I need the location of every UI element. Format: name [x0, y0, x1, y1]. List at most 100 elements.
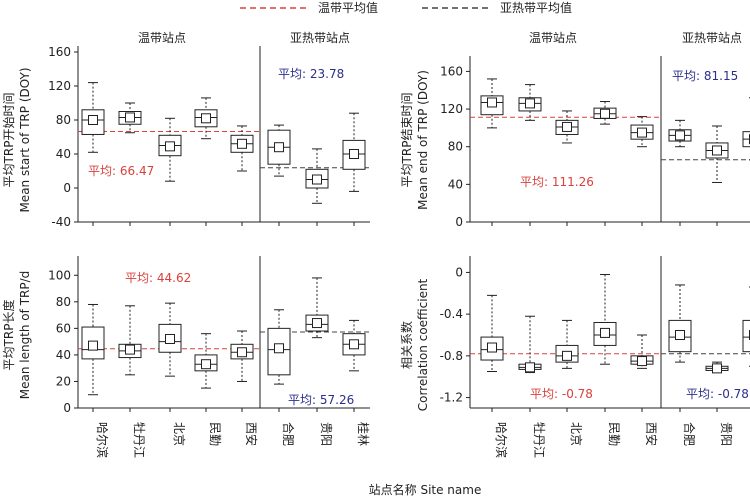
y-tick-label: 80	[448, 140, 463, 154]
legend-subtropical-label: 亚热带平均值	[500, 0, 572, 15]
box-贵阳	[305, 277, 329, 339]
panel-a-ylabel-en: Mean start of TRP (DOY)	[18, 67, 32, 212]
temperate-mean-label: 平均: 44.62	[125, 271, 191, 285]
box-贵阳	[305, 148, 329, 204]
legend-temperate-label: 温带平均值	[318, 0, 378, 15]
box-桂林	[742, 97, 750, 161]
panel-d-ylabel-en: Correlation coefficient	[416, 278, 430, 411]
panel-d-correlation: -1.2 -0.8 -0.4 0 平均: -0.78 平均: -0.78	[440, 256, 750, 412]
mean-marker	[712, 363, 722, 374]
box-北京	[555, 110, 579, 144]
box-北京	[158, 117, 182, 182]
panel-a-ylabel: 平均TRP开始时间 Mean start of TRP (DOY)	[2, 67, 32, 212]
site-label: 西安	[244, 422, 259, 446]
box-合肥	[668, 119, 692, 148]
box-合肥	[668, 284, 692, 363]
panel-c-ylabel-cn: 平均TRP长度	[1, 300, 16, 371]
site-label: 西安	[644, 422, 659, 446]
site-label: 桂林	[356, 422, 371, 446]
box-桂林	[342, 319, 366, 372]
panel-a-group-temperate: 温带站点	[138, 31, 186, 45]
mean-marker	[165, 333, 175, 344]
box-民勤	[593, 274, 617, 365]
box-合肥	[267, 309, 291, 385]
site-label: 合肥	[682, 422, 697, 446]
y-tick-label: 20	[56, 374, 71, 388]
box-北京	[555, 319, 579, 369]
box-哈尔滨	[480, 78, 504, 129]
panel-d-ylabel-cn: 相关系数	[399, 321, 414, 369]
y-tick-label: 0	[455, 265, 463, 279]
box-西安	[230, 125, 254, 172]
subtropical-mean-label: 平均: 57.26	[288, 393, 354, 407]
mean-marker	[600, 108, 610, 119]
y-tick-label: 160	[48, 45, 71, 59]
mean-marker	[675, 330, 685, 340]
y-tick-label: 0	[63, 401, 71, 415]
y-tick-label: 0	[455, 215, 463, 229]
box-西安	[230, 330, 254, 382]
subtropical-mean-label: 平均: -0.78	[686, 387, 749, 401]
mean-marker	[201, 113, 211, 124]
box-桂林	[342, 112, 366, 192]
panel-b-end-of-trp: 0 40 80 120 160 平均: 111.26 平均: 81.15	[440, 56, 750, 229]
box-合肥	[267, 124, 291, 177]
panel-d-ylabel: 相关系数 Correlation coefficient	[399, 278, 430, 411]
y-tick-label: 80	[56, 295, 71, 309]
mean-marker	[487, 342, 497, 353]
iqr-box	[742, 319, 750, 353]
mean-marker	[201, 359, 211, 370]
mean-marker	[237, 347, 247, 358]
panel-c-ylabel-en: Mean length of TRP/d	[18, 271, 32, 400]
mean-marker	[637, 127, 647, 138]
mean-marker	[712, 145, 722, 156]
mean-marker	[274, 343, 284, 354]
subtropical-mean-label: 平均: 23.78	[278, 67, 344, 81]
panel-a-group-subtropical: 亚热带站点	[290, 31, 350, 45]
panel-b-ylabel-en: Mean end of TRP (DOY)	[416, 70, 430, 210]
panel-a-start-of-trp: -40 0 40 80 120 160 平均: 66.47 平均: 23.78	[48, 45, 370, 229]
y-tick-label: -0.8	[440, 349, 463, 363]
site-label: 北京	[172, 422, 186, 446]
mean-marker	[88, 340, 98, 351]
box-贵阳	[705, 125, 729, 183]
x-axis-title: 站点名称 Site name	[369, 482, 482, 497]
y-tick-label: -40	[51, 215, 71, 229]
mean-marker	[312, 174, 322, 185]
panel-b-group-temperate: 温带站点	[529, 31, 577, 45]
panel-c-ylabel: 平均TRP长度 Mean length of TRP/d	[1, 271, 32, 400]
legend: 温带平均值 亚热带平均值	[240, 0, 572, 15]
site-label: 合肥	[281, 422, 296, 446]
panel-a-ylabel-cn: 平均TRP开始时间	[2, 93, 16, 188]
site-label: 北京	[569, 422, 583, 446]
mean-marker	[349, 149, 359, 159]
y-tick-label: -0.4	[440, 307, 463, 321]
temperate-mean-label: 平均: 66.47	[88, 164, 154, 178]
box-牡丹江	[518, 315, 542, 374]
y-tick-label: 40	[56, 348, 71, 362]
mean-marker	[125, 344, 135, 355]
site-label: 民勤	[607, 422, 621, 446]
panel-b-group-subtropical: 亚热带站点	[682, 31, 742, 45]
y-tick-label: 60	[56, 321, 71, 335]
box-哈尔滨	[81, 303, 105, 396]
box-北京	[158, 302, 182, 377]
panel-c-length-of-trp: 0 20 40 60 80 100 平均: 44.62 平均: 57.26	[48, 256, 370, 415]
y-tick-label: 40	[56, 147, 71, 161]
mean-marker	[312, 318, 322, 329]
box-牡丹江	[518, 84, 542, 121]
box-民勤	[194, 333, 218, 389]
site-label: 民勤	[208, 422, 222, 446]
site-label: 哈尔滨	[95, 422, 110, 458]
mean-marker	[88, 115, 98, 125]
site-label: 牡丹江	[532, 422, 547, 458]
y-tick-label: 120	[48, 79, 71, 93]
mean-marker	[487, 97, 497, 108]
mean-marker	[165, 141, 175, 152]
site-label: 哈尔滨	[494, 422, 509, 458]
mean-marker	[525, 362, 535, 373]
mean-marker	[525, 98, 535, 109]
site-label: 贵阳	[319, 422, 333, 446]
y-tick-label: 80	[56, 113, 71, 127]
y-tick-label: -1.2	[440, 391, 463, 405]
